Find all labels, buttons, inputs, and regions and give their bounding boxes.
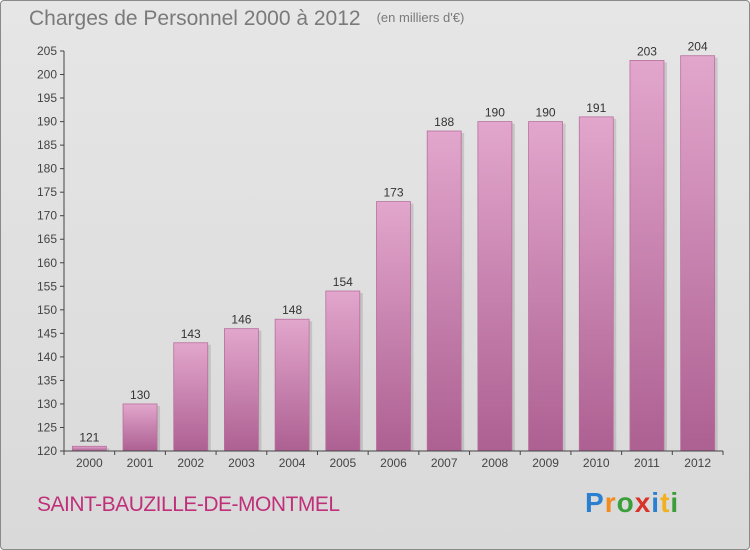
bar (224, 328, 259, 452)
x-tick-label: 2012 (684, 456, 711, 470)
commune-name: SAINT-BAUZILLE-DE-MONTMEL (37, 493, 340, 516)
logo-letter: r (604, 487, 617, 518)
logo-letter: o (616, 487, 635, 518)
bar-value-label: 148 (282, 303, 302, 317)
y-tick-label: 175 (37, 185, 57, 199)
bar-value-label: 204 (688, 40, 708, 54)
bar (71, 445, 107, 452)
bar (122, 403, 158, 452)
x-tick-label: 2011 (634, 456, 660, 470)
y-tick-label: 165 (37, 232, 57, 246)
bar-value-label: 146 (231, 313, 251, 327)
bar (274, 318, 310, 452)
bar-value-label: 121 (79, 430, 99, 444)
bar (578, 116, 614, 452)
bar-value-label: 154 (333, 275, 353, 289)
y-tick-label: 160 (37, 256, 57, 270)
logo-letter: i (651, 487, 661, 518)
y-tick-label: 135 (37, 373, 57, 387)
y-tick-label: 150 (37, 303, 57, 317)
y-tick-label: 145 (37, 326, 57, 340)
y-tick-label: 170 (37, 209, 57, 223)
x-tick-label: 2005 (329, 456, 356, 470)
axes-group: 120 125 130 135 140 145 150 155 160 165 170 175 180 1… (37, 44, 724, 470)
bar (325, 290, 361, 452)
x-tick-label: 2007 (431, 456, 458, 470)
x-tick-label: 2003 (228, 456, 255, 470)
x-tick-label: 2008 (482, 456, 509, 470)
proxiti-logo: Proxiti (585, 487, 679, 519)
chart-title: Charges de Personnel 2000 à 2012 (en mill… (29, 7, 464, 31)
bar-value-label: 203 (637, 44, 657, 58)
y-tick-label: 155 (37, 279, 57, 293)
chart-subtitle: (en milliers d'€) (376, 10, 465, 25)
y-tick-label: 180 (37, 162, 57, 176)
y-tick-label: 140 (37, 350, 57, 364)
x-tick-label: 2010 (583, 456, 610, 470)
y-tick-label: 190 (37, 115, 57, 129)
logo-letter: i (670, 487, 680, 518)
y-tick-label: 200 (37, 68, 57, 82)
bar (173, 342, 209, 452)
x-tick-label: 2006 (380, 456, 407, 470)
bar-value-label: 191 (586, 101, 606, 115)
bars-group: 121 130 143 146 148 154 173 188 190 190 191 203 204 (71, 40, 718, 452)
y-tick-label: 205 (37, 44, 57, 58)
y-tick-label: 130 (37, 397, 57, 411)
y-tick-label: 125 (37, 420, 57, 434)
bar-value-label: 173 (383, 186, 403, 200)
bar-value-label: 130 (130, 388, 150, 402)
logo-letter: t (660, 487, 671, 518)
bar (477, 121, 513, 452)
bar-value-label: 188 (434, 115, 454, 129)
y-tick-label: 120 (37, 444, 57, 458)
bar (629, 60, 665, 452)
y-tick-label: 185 (37, 138, 57, 152)
x-tick-label: 2004 (279, 456, 306, 470)
y-tick-label: 195 (37, 91, 57, 105)
x-tick-label: 2009 (532, 456, 559, 470)
bar-value-label: 190 (485, 106, 505, 120)
logo-letter: P (585, 487, 605, 518)
bar (528, 121, 563, 452)
bar-value-label: 143 (181, 327, 201, 341)
chart-title-text: Charges de Personnel 2000 à 2012 (29, 7, 361, 30)
logo-letter: x (634, 487, 652, 518)
bar (680, 55, 716, 452)
x-tick-label: 2002 (177, 456, 204, 470)
x-tick-label: 2001 (127, 456, 154, 470)
bar (376, 201, 411, 452)
bar (426, 130, 462, 452)
bar-value-label: 190 (536, 106, 556, 120)
x-tick-label: 2000 (76, 456, 103, 470)
